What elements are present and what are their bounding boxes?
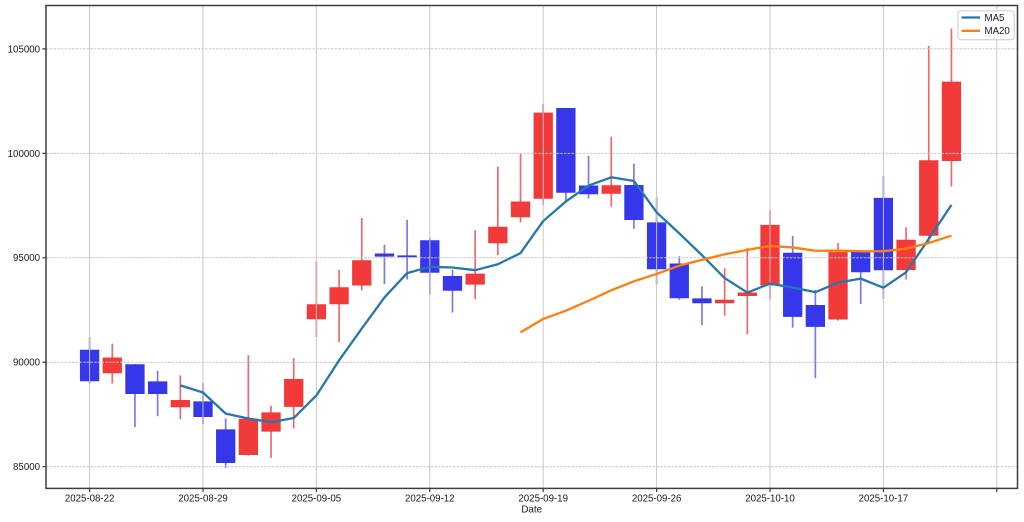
svg-text:2025-08-22: 2025-08-22 — [65, 494, 115, 505]
svg-text:2025-08-29: 2025-08-29 — [178, 494, 228, 505]
svg-text:2025-09-19: 2025-09-19 — [518, 494, 568, 505]
svg-text:MA5: MA5 — [985, 13, 1005, 24]
svg-text:2025-09-12: 2025-09-12 — [405, 494, 455, 505]
svg-text:Date: Date — [521, 505, 542, 516]
svg-text:100000: 100000 — [8, 149, 41, 160]
svg-text:2025-09-05: 2025-09-05 — [292, 494, 342, 505]
svg-text:2025-10-17: 2025-10-17 — [859, 494, 909, 505]
svg-text:2025-09-26: 2025-09-26 — [632, 494, 682, 505]
svg-text:90000: 90000 — [13, 358, 41, 369]
svg-text:85000: 85000 — [13, 462, 41, 473]
svg-text:95000: 95000 — [13, 253, 41, 264]
svg-text:105000: 105000 — [8, 44, 41, 55]
svg-text:2025-10-10: 2025-10-10 — [745, 494, 795, 505]
svg-text:MA20: MA20 — [985, 26, 1011, 37]
